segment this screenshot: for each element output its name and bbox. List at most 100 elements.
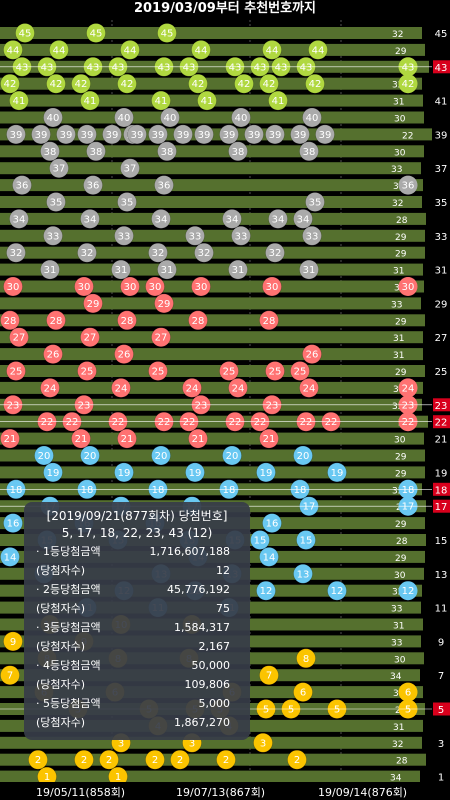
number-ball[interactable]: 42 xyxy=(46,73,66,94)
number-ball[interactable]: 20 xyxy=(34,445,54,466)
number-ball[interactable]: 19 xyxy=(256,462,276,483)
number-ball[interactable]: 42 xyxy=(305,73,325,94)
number-ball[interactable]: 34 xyxy=(293,209,313,229)
recommended-ball[interactable] xyxy=(398,378,418,398)
number-ball[interactable]: 32 xyxy=(194,242,214,263)
number-ball[interactable]: 7 xyxy=(0,665,20,686)
number-ball[interactable]: 39 xyxy=(102,124,122,145)
number-ball[interactable]: 3 xyxy=(253,732,273,753)
number-ball[interactable]: 21 xyxy=(0,428,20,449)
number-ball[interactable]: 37 xyxy=(49,158,69,178)
number-ball[interactable]: 16 xyxy=(3,513,23,533)
recommended-ball[interactable] xyxy=(398,581,418,601)
number-ball[interactable]: 44 xyxy=(191,40,211,60)
number-ball[interactable]: 20 xyxy=(222,445,242,466)
number-ball[interactable]: 40 xyxy=(302,107,322,128)
number-ball[interactable]: 34 xyxy=(222,209,242,229)
number-ball[interactable]: 42 xyxy=(234,73,254,94)
number-ball[interactable]: 45 xyxy=(86,23,106,43)
number-ball[interactable]: 28 xyxy=(0,310,20,331)
number-ball[interactable]: 44 xyxy=(120,40,140,60)
number-ball[interactable]: 27 xyxy=(80,327,100,348)
number-ball[interactable]: 19 xyxy=(114,462,134,483)
number-ball[interactable]: 15 xyxy=(296,530,316,550)
number-ball[interactable]: 32 xyxy=(77,242,97,263)
number-ball[interactable]: 35 xyxy=(305,192,325,212)
number-ball[interactable]: 39 xyxy=(77,124,97,145)
number-ball[interactable]: 33 xyxy=(302,226,322,246)
number-ball[interactable]: 35 xyxy=(117,192,137,212)
number-ball[interactable]: 20 xyxy=(80,445,100,466)
number-ball[interactable]: 36 xyxy=(154,175,174,195)
number-ball[interactable]: 7 xyxy=(259,665,279,686)
number-ball[interactable]: 19 xyxy=(327,462,347,483)
number-ball[interactable]: 42 xyxy=(188,73,208,94)
number-ball[interactable]: 24 xyxy=(40,378,60,398)
number-ball[interactable]: 2 xyxy=(28,749,48,770)
number-ball[interactable]: 42 xyxy=(71,73,91,94)
number-ball[interactable]: 31 xyxy=(40,259,60,280)
number-ball[interactable]: 40 xyxy=(160,107,180,128)
number-ball[interactable]: 44 xyxy=(308,40,328,60)
number-ball[interactable]: 30 xyxy=(262,276,282,297)
number-ball[interactable]: 39 xyxy=(315,124,335,145)
number-ball[interactable]: 28 xyxy=(259,310,279,331)
number-ball[interactable]: 40 xyxy=(43,107,63,128)
number-ball[interactable]: 29 xyxy=(154,293,174,314)
number-ball[interactable]: 1 xyxy=(108,766,128,782)
number-ball[interactable]: 21 xyxy=(259,428,279,449)
number-ball[interactable]: 39 xyxy=(219,124,239,145)
number-ball[interactable]: 33 xyxy=(231,226,251,246)
number-ball[interactable]: 45 xyxy=(15,23,35,43)
number-ball[interactable]: 45 xyxy=(157,23,177,43)
number-ball[interactable]: 39 xyxy=(6,124,26,145)
number-ball[interactable]: 32 xyxy=(148,242,168,263)
number-ball[interactable]: 37 xyxy=(120,158,140,178)
number-ball[interactable]: 39 xyxy=(56,124,76,145)
number-ball[interactable]: 39 xyxy=(194,124,214,145)
number-ball[interactable]: 26 xyxy=(302,344,322,364)
number-ball[interactable]: 41 xyxy=(197,90,217,111)
number-ball[interactable]: 26 xyxy=(43,344,63,364)
number-ball[interactable]: 25 xyxy=(77,361,97,381)
number-ball[interactable]: 28 xyxy=(188,310,208,331)
number-ball[interactable]: 2 xyxy=(170,749,190,770)
number-ball[interactable]: 32 xyxy=(265,242,285,263)
number-ball[interactable]: 27 xyxy=(151,327,171,348)
number-ball[interactable]: 2 xyxy=(145,749,165,770)
number-ball[interactable]: 12 xyxy=(327,580,347,601)
number-ball[interactable]: 30 xyxy=(191,276,211,297)
number-ball[interactable]: 19 xyxy=(185,462,205,483)
number-ball[interactable]: 44 xyxy=(3,40,23,60)
number-ball[interactable]: 2 xyxy=(74,749,94,770)
number-ball[interactable]: 36 xyxy=(83,175,103,195)
number-ball[interactable]: 25 xyxy=(219,361,239,381)
number-ball[interactable]: 29 xyxy=(83,293,103,314)
number-ball[interactable]: 31 xyxy=(228,259,248,280)
number-ball[interactable]: 42 xyxy=(117,73,137,94)
number-ball[interactable]: 30 xyxy=(120,276,140,297)
number-ball[interactable]: 34 xyxy=(80,209,100,229)
number-ball[interactable]: 21 xyxy=(117,428,137,449)
number-ball[interactable]: 9 xyxy=(3,631,23,652)
number-ball[interactable]: 42 xyxy=(259,73,279,94)
number-ball[interactable]: 24 xyxy=(299,378,319,398)
number-ball[interactable]: 35 xyxy=(46,192,66,212)
number-ball[interactable]: 31 xyxy=(299,259,319,280)
number-ball[interactable]: 1 xyxy=(37,766,57,782)
number-ball[interactable]: 38 xyxy=(86,141,106,162)
number-ball[interactable]: 36 xyxy=(12,175,32,195)
number-ball[interactable]: 25 xyxy=(148,361,168,381)
number-ball[interactable]: 40 xyxy=(114,107,134,128)
number-ball[interactable]: 25 xyxy=(265,361,285,381)
number-ball[interactable]: 38 xyxy=(228,141,248,162)
number-ball[interactable]: 41 xyxy=(151,90,171,111)
number-ball[interactable]: 31 xyxy=(157,259,177,280)
number-ball[interactable]: 39 xyxy=(31,124,51,145)
number-ball[interactable]: 15 xyxy=(250,530,270,550)
number-ball[interactable]: 33 xyxy=(114,226,134,246)
number-ball[interactable]: 33 xyxy=(43,226,63,246)
number-ball[interactable]: 27 xyxy=(9,327,29,348)
number-ball[interactable]: 34 xyxy=(268,209,288,229)
number-ball[interactable]: 2 xyxy=(216,749,236,770)
